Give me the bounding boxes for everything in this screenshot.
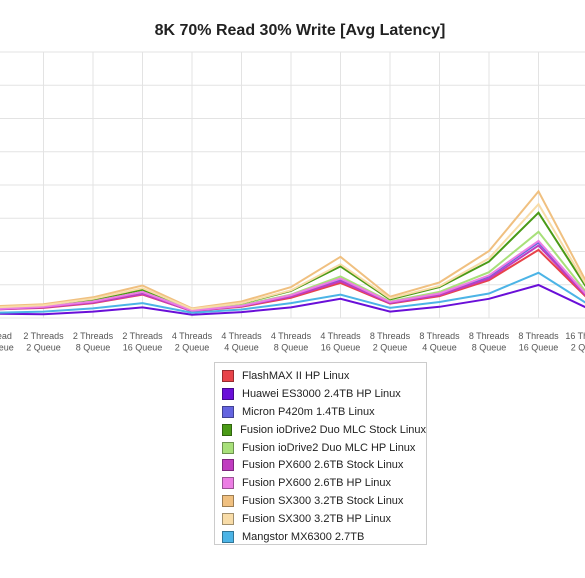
legend-label: Fusion SX300 3.2TB HP Linux (242, 513, 391, 526)
legend-label: Fusion ioDrive2 Duo MLC HP Linux (242, 441, 416, 454)
legend-item[interactable]: Fusion ioDrive2 Duo MLC Stock Linux (215, 421, 426, 439)
legend-swatch (222, 477, 234, 490)
x-tick-label: 1 Thread (0, 331, 12, 341)
x-tick-label: 8 Threads (518, 331, 559, 341)
x-tick-label: 2 Queue (26, 343, 61, 353)
x-tick-label: 4 Queue (422, 343, 457, 353)
legend-swatch (222, 459, 234, 472)
legend-swatch (222, 513, 234, 526)
x-tick-label: 2 Threads (23, 331, 64, 341)
x-tick-label: 16 Queue (123, 343, 163, 353)
x-tick-label: 8 Queue (274, 343, 309, 353)
legend-label: Mangstor MX6300 2.7TB (242, 530, 365, 543)
x-tick-label: 16 Queue (321, 343, 361, 353)
legend: FlashMAX II HP Linux Huawei ES3000 2.4TB … (214, 362, 427, 545)
legend-swatch (222, 423, 233, 436)
legend-item[interactable]: Fusion PX600 2.6TB HP Linux (215, 474, 426, 492)
legend-item[interactable]: Huawei ES3000 2.4TB HP Linux (215, 385, 426, 403)
x-tick-label: 8 Threads (469, 331, 510, 341)
x-tick-label: 2 Queue (175, 343, 210, 353)
legend-swatch (222, 405, 234, 418)
legend-label: FlashMAX II HP Linux (242, 369, 350, 382)
legend-item[interactable]: Micron P420m 1.4TB Linux (215, 403, 426, 421)
gridlines (0, 51, 585, 319)
legend-item[interactable]: Fusion ioDrive2 Duo MLC HP Linux (215, 439, 426, 457)
legend-label: Micron P420m 1.4TB Linux (242, 405, 375, 418)
series-line-5 (0, 244, 585, 313)
legend-item[interactable]: Fusion SX300 3.2TB HP Linux (215, 510, 426, 528)
legend-label: Fusion ioDrive2 Duo MLC Stock Linux (240, 423, 426, 436)
legend-swatch (222, 387, 234, 400)
x-tick-label: 4 Threads (320, 331, 361, 341)
legend-item[interactable]: Fusion PX600 2.6TB Stock Linux (215, 456, 426, 474)
legend-swatch (222, 530, 234, 543)
x-axis-tick-labels: 1 Thread 16 Queue 2 Threads 2 Queue 2 Thread… (0, 331, 585, 353)
x-tick-label: 8 Queue (472, 343, 507, 353)
x-tick-label: 4 Threads (271, 331, 312, 341)
x-tick-label: 16 Threads (565, 331, 585, 341)
series-line-6 (0, 239, 585, 312)
x-tick-label: 16 Queue (0, 343, 14, 353)
x-tick-label: 4 Threads (172, 331, 213, 341)
legend-label: Huawei ES3000 2.4TB HP Linux (242, 387, 401, 400)
x-tick-label: 8 Queue (76, 343, 111, 353)
x-tick-label: 8 Threads (419, 331, 460, 341)
legend-item[interactable]: Mangstor MX6300 2.7TB (215, 528, 426, 546)
chart-title: 8K 70% Read 30% Write [Avg Latency] (155, 22, 446, 39)
x-tick-label: 2 Threads (73, 331, 114, 341)
legend-swatch (222, 441, 234, 454)
series-line-8 (0, 202, 585, 311)
legend-label: Fusion SX300 3.2TB Stock Linux (242, 495, 404, 508)
legend-item[interactable]: Fusion SX300 3.2TB Stock Linux (215, 492, 426, 510)
series-line-1 (0, 283, 585, 316)
series-line-9 (0, 271, 585, 314)
legend-swatch (222, 369, 234, 382)
legend-label: Fusion PX600 2.6TB HP Linux (242, 477, 391, 490)
series-line-3 (0, 211, 585, 311)
x-tick-label: 2 Queue (373, 343, 408, 353)
x-tick-label: 8 Threads (370, 331, 411, 341)
series-line-7 (0, 189, 585, 310)
x-tick-label: 2 Threads (122, 331, 163, 341)
x-tick-label: 4 Threads (221, 331, 262, 341)
x-tick-label: 2 Queue (571, 343, 585, 353)
legend-swatch (222, 495, 234, 508)
legend-label: Fusion PX600 2.6TB Stock Linux (242, 459, 404, 472)
x-tick-label: 4 Queue (224, 343, 259, 353)
legend-item[interactable]: FlashMAX II HP Linux (215, 367, 426, 385)
x-tick-label: 16 Queue (519, 343, 559, 353)
series-layer (0, 189, 585, 316)
